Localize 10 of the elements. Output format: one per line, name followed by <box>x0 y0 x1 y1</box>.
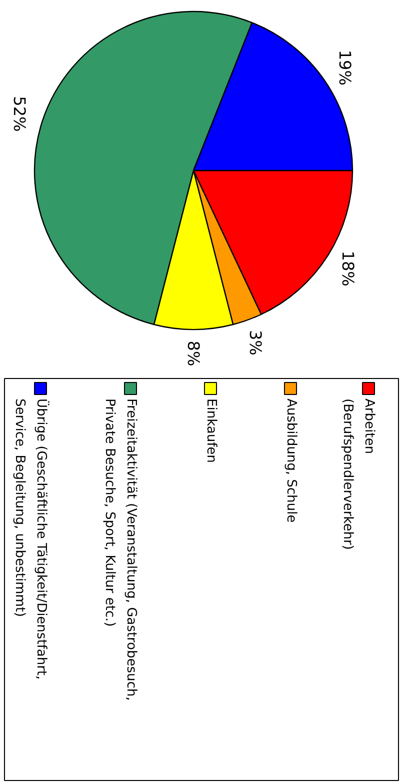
legend-label: Freizeitaktivität (Veranstaltung, Gastrobesuch, Private Besuche, Sport, Kultur etc.) <box>102 398 138 701</box>
legend-label: Arbeiten (Berufspendlerverkehr) <box>340 398 376 550</box>
legend-label: Übrige (Geschäftliche Tätigkeit/Dienstfahrt, Service, Begleitung, unbestimmt) <box>12 398 50 680</box>
legend-label: Einkaufen <box>204 398 218 463</box>
data-label: 19% <box>335 50 354 86</box>
legend-label: Ausbildung, Schule <box>284 398 298 523</box>
data-label: 52% <box>10 96 29 132</box>
data-label: 3% <box>246 330 265 356</box>
data-label: 18% <box>338 250 358 286</box>
data-label: 8% <box>184 340 203 366</box>
